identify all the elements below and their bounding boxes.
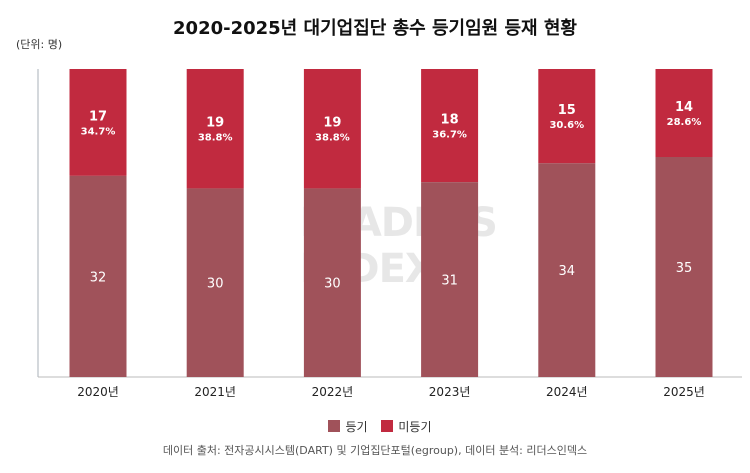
pct-label-unregistered: 36.7% <box>432 130 467 141</box>
bar-unregistered <box>303 69 361 189</box>
x-tick-label: 2021년 <box>194 385 236 399</box>
pct-label-unregistered: 34.7% <box>81 126 116 137</box>
data-label-registered: 34 <box>559 264 576 279</box>
x-tick-label: 2020년 <box>77 385 119 399</box>
data-label-unregistered: 19 <box>206 116 224 131</box>
legend-swatch-registered <box>328 420 341 432</box>
data-label-unregistered: 14 <box>675 100 693 115</box>
data-label-unregistered: 17 <box>89 109 107 124</box>
unit-label: (단위: 명) <box>16 38 63 51</box>
pct-label-unregistered: 38.8% <box>198 133 233 144</box>
bar-registered <box>69 175 127 377</box>
x-tick-label: 2024년 <box>546 385 588 399</box>
bar-unregistered <box>421 69 479 183</box>
data-label-registered: 30 <box>324 277 341 292</box>
legend-label-registered: 등기 <box>345 420 368 434</box>
x-tick-label: 2023년 <box>429 385 471 399</box>
data-label-unregistered: 18 <box>441 113 459 128</box>
data-label-unregistered: 15 <box>558 103 576 118</box>
bar-registered <box>655 157 713 377</box>
pct-label-unregistered: 28.6% <box>667 117 702 128</box>
legend: 등기 미등기 <box>0 418 750 435</box>
bar-unregistered <box>69 69 127 176</box>
x-tick-label: 2022년 <box>312 385 354 399</box>
bar-unregistered <box>538 69 596 164</box>
bar-registered <box>186 188 244 377</box>
data-label-registered: 30 <box>207 277 224 292</box>
pct-label-unregistered: 38.8% <box>315 133 350 144</box>
data-label-registered: 32 <box>90 270 107 285</box>
bar-unregistered <box>655 69 713 157</box>
data-label-registered: 35 <box>676 261 693 276</box>
data-label-registered: 31 <box>441 274 458 289</box>
legend-label-unregistered: 미등기 <box>398 420 432 434</box>
pct-label-unregistered: 30.6% <box>549 120 584 131</box>
source-note: 데이터 출처: 전자공시시스템(DART) 및 기업집단포털(egroup), … <box>162 444 588 457</box>
x-tick-label: 2025년 <box>663 385 705 399</box>
bar-registered <box>538 163 596 377</box>
bar-unregistered <box>186 69 244 189</box>
bar-registered <box>303 188 361 377</box>
legend-swatch-unregistered <box>381 420 394 432</box>
data-label-unregistered: 19 <box>323 116 341 131</box>
bar-registered <box>421 182 479 377</box>
chart-title: 2020-2025년 대기업집단 총수 등기임원 등재 현황 <box>173 18 577 39</box>
